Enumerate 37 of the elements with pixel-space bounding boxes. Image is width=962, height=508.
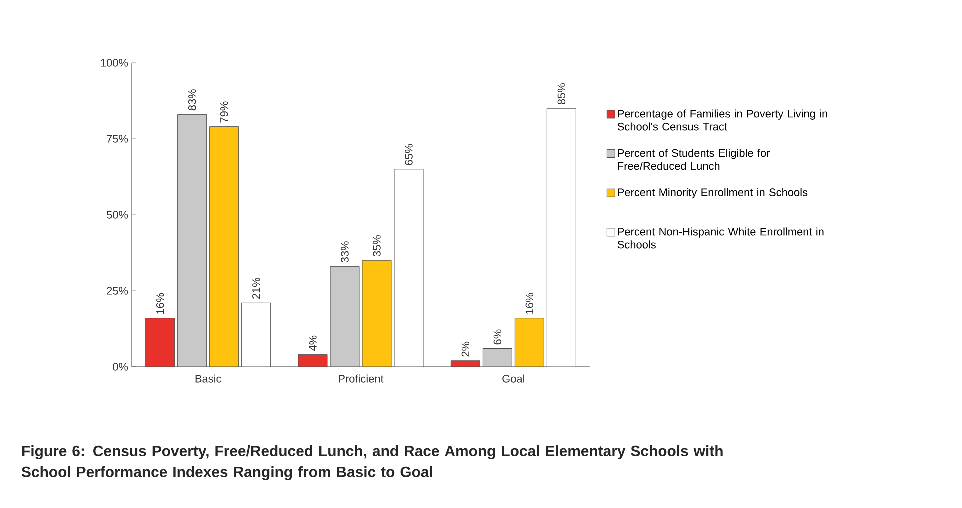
x-tick-label: Goal xyxy=(502,374,525,383)
y-tick-label: 75% xyxy=(107,135,128,143)
y-tick-label: 100% xyxy=(101,59,128,67)
x-tick-label: Proficient xyxy=(339,374,384,383)
data-label: 4% xyxy=(309,336,317,352)
data-label: 6% xyxy=(494,330,502,345)
bar xyxy=(394,169,424,367)
caption: Figure 6: Census Poverty, Free/Reduced Lunch, and Race Among Local Elementary Schools with School Performance Indexes Ranging from Basic to Goal xyxy=(22,446,723,480)
data-label: 16% xyxy=(156,293,164,314)
data-label: 79% xyxy=(220,102,228,123)
bar xyxy=(546,108,576,367)
x-tick-label: Basic xyxy=(196,374,222,383)
data-label: 33% xyxy=(341,242,349,263)
bar xyxy=(482,348,512,367)
y-tick-label: 50% xyxy=(106,211,128,219)
bar xyxy=(514,318,544,367)
y-tick-label: 25% xyxy=(107,287,128,295)
bar xyxy=(146,318,176,367)
data-label: 21% xyxy=(252,278,260,300)
data-label: 83% xyxy=(188,90,196,111)
data-label: 65% xyxy=(405,144,413,166)
legend-label: Percent Non-Hispanic White Enrollment in Schools xyxy=(618,228,824,249)
legend-label: Percent of Students Eligible for Free/Reduced Lunch xyxy=(618,149,770,170)
bar xyxy=(178,114,208,367)
data-label: 16% xyxy=(526,293,534,314)
bar xyxy=(450,360,480,367)
bar xyxy=(210,126,240,367)
bar xyxy=(298,354,328,367)
data-label: 85% xyxy=(558,83,566,105)
legend-label: Percent Minority Enrollment in Schools xyxy=(618,188,808,199)
bar xyxy=(362,260,392,367)
bar xyxy=(242,302,272,367)
bar xyxy=(330,266,360,367)
legend-label: Percentage of Families in Poverty Living in School's Census Tract xyxy=(618,110,828,131)
y-tick-label: 0% xyxy=(113,363,128,371)
data-label: 35% xyxy=(373,236,381,257)
data-label: 2% xyxy=(462,342,470,357)
